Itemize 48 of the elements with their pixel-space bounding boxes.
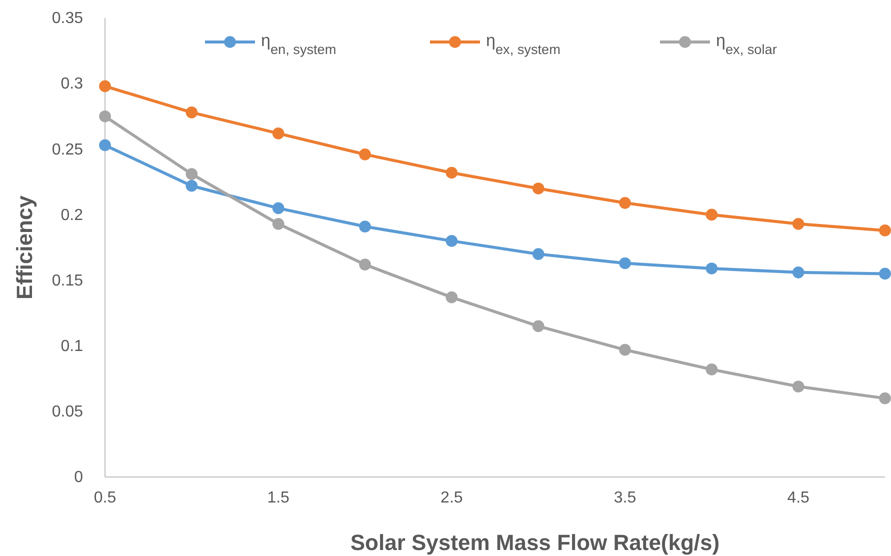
y-tick-label: 0.2: [60, 206, 84, 224]
x-tick-label: 4.5: [787, 489, 810, 506]
legend-label: η$_{ex, system}$: [486, 31, 560, 56]
point: [532, 248, 544, 260]
point: [446, 291, 458, 304]
point: [619, 344, 631, 356]
point: [792, 380, 804, 392]
x-tick-label: 1.5: [267, 489, 290, 506]
x-axis-title: Solar System Mass Flow Rate(kg/s): [350, 530, 720, 555]
point: [359, 220, 371, 232]
point: [99, 80, 111, 92]
y-tick-label: 0.1: [60, 338, 84, 355]
y-tick-label: 0.3: [60, 76, 84, 93]
point: [879, 268, 891, 280]
point: [532, 182, 544, 194]
y-tick-label: 0: [74, 469, 84, 486]
x-tick-label: 3.5: [614, 489, 636, 506]
point: [272, 218, 284, 230]
point: [359, 258, 371, 270]
point: [706, 364, 718, 376]
y-tick-label: 0.15: [52, 272, 84, 290]
point: [706, 208, 718, 221]
point: [272, 202, 284, 214]
point: [619, 257, 631, 270]
legend-label: η$_{en, system}$: [261, 31, 336, 56]
point: [792, 218, 804, 230]
point: [879, 392, 891, 404]
point: [446, 166, 458, 179]
point: [532, 320, 544, 332]
y-tick-label: 0.25: [52, 141, 84, 158]
x-tick-label: 2.5: [440, 489, 463, 506]
point: [792, 266, 804, 278]
point: [359, 148, 371, 160]
point: [99, 139, 111, 152]
point: [99, 110, 111, 122]
point: [706, 262, 718, 274]
y-tick-label: 0.35: [52, 10, 84, 28]
y-axis-title: Efficiency: [12, 194, 37, 300]
point: [619, 197, 631, 209]
point: [186, 180, 198, 192]
point: [186, 106, 198, 118]
point: [186, 168, 198, 180]
x-tick-label: 0.5: [94, 489, 116, 506]
y-tick-label: 0.05: [52, 404, 84, 421]
point: [446, 235, 458, 247]
point: [879, 224, 891, 236]
legend-label: η$_{ex, solar}$: [716, 31, 778, 56]
point: [272, 128, 284, 140]
